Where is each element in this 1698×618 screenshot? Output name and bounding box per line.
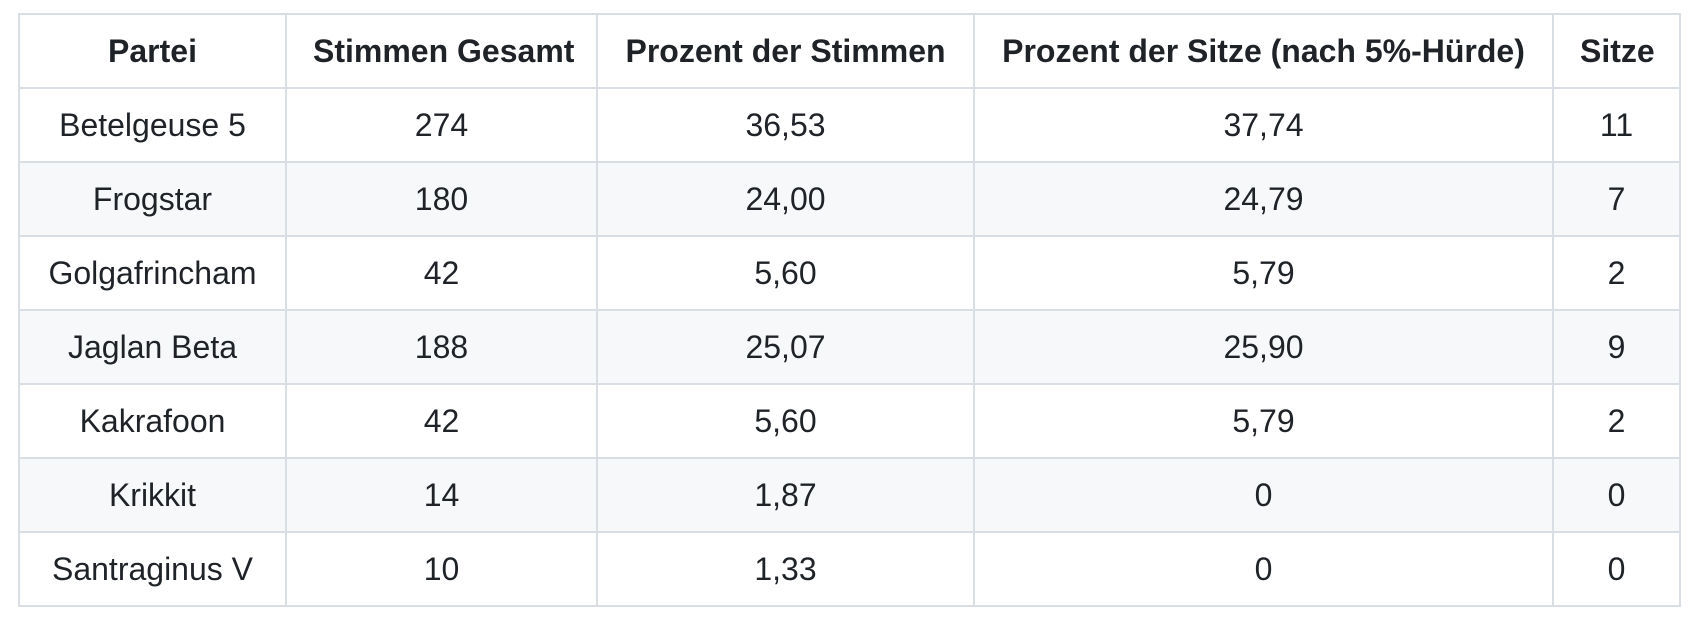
table-cell: 37,74 xyxy=(973,87,1554,163)
table-cell: Frogstar xyxy=(18,161,287,237)
table-row: Frogstar 180 24,00 24,79 7 xyxy=(18,161,1681,237)
table-row: Santraginus V 10 1,33 0 0 xyxy=(18,531,1681,607)
column-header: Prozent der Sitze (nach 5%-Hürde) xyxy=(973,13,1554,89)
table-cell: 2 xyxy=(1552,235,1681,311)
table-cell: Santraginus V xyxy=(18,531,287,607)
table-cell: 180 xyxy=(285,161,598,237)
table-cell: Krikkit xyxy=(18,457,287,533)
table-cell: 36,53 xyxy=(596,87,975,163)
table-cell: 42 xyxy=(285,235,598,311)
table-cell: 24,79 xyxy=(973,161,1554,237)
table-cell: 14 xyxy=(285,457,598,533)
table-cell: Jaglan Beta xyxy=(18,309,287,385)
table-cell: 9 xyxy=(1552,309,1681,385)
table-cell: 1,87 xyxy=(596,457,975,533)
table-cell: Golgafrincham xyxy=(18,235,287,311)
table-body: Betelgeuse 5 274 36,53 37,74 11 Frogstar 180 24… xyxy=(18,87,1681,607)
table-cell: 42 xyxy=(285,383,598,459)
table-cell: 0 xyxy=(1552,531,1681,607)
table-cell: 11 xyxy=(1552,87,1681,163)
table-cell: 25,90 xyxy=(973,309,1554,385)
table-row: Jaglan Beta 188 25,07 25,90 9 xyxy=(18,309,1681,385)
header-row: Partei Stimmen Gesamt Prozent der Stimmen P… xyxy=(18,13,1681,89)
table-row: Betelgeuse 5 274 36,53 37,74 11 xyxy=(18,87,1681,163)
table-cell: 274 xyxy=(285,87,598,163)
table-cell: 5,79 xyxy=(973,383,1554,459)
table-cell: 188 xyxy=(285,309,598,385)
table-cell: 2 xyxy=(1552,383,1681,459)
column-header: Sitze xyxy=(1552,13,1681,89)
table-cell: 10 xyxy=(285,531,598,607)
table-cell: Kakrafoon xyxy=(18,383,287,459)
table-row: Golgafrincham 42 5,60 5,79 2 xyxy=(18,235,1681,311)
table-cell: 0 xyxy=(973,457,1554,533)
table-cell: 0 xyxy=(973,531,1554,607)
table-cell: 0 xyxy=(1552,457,1681,533)
table-row: Krikkit 14 1,87 0 0 xyxy=(18,457,1681,533)
election-results-table: Partei Stimmen Gesamt Prozent der Stimmen P… xyxy=(18,13,1681,607)
table-row: Kakrafoon 42 5,60 5,79 2 xyxy=(18,383,1681,459)
table-cell: Betelgeuse 5 xyxy=(18,87,287,163)
column-header: Partei xyxy=(18,13,287,89)
table-header: Partei Stimmen Gesamt Prozent der Stimmen P… xyxy=(18,13,1681,89)
table-cell: 24,00 xyxy=(596,161,975,237)
table-cell: 1,33 xyxy=(596,531,975,607)
table-cell: 25,07 xyxy=(596,309,975,385)
column-header: Prozent der Stimmen xyxy=(596,13,975,89)
table-cell: 5,60 xyxy=(596,235,975,311)
table-cell: 7 xyxy=(1552,161,1681,237)
table-cell: 5,79 xyxy=(973,235,1554,311)
table-cell: 5,60 xyxy=(596,383,975,459)
column-header: Stimmen Gesamt xyxy=(285,13,598,89)
